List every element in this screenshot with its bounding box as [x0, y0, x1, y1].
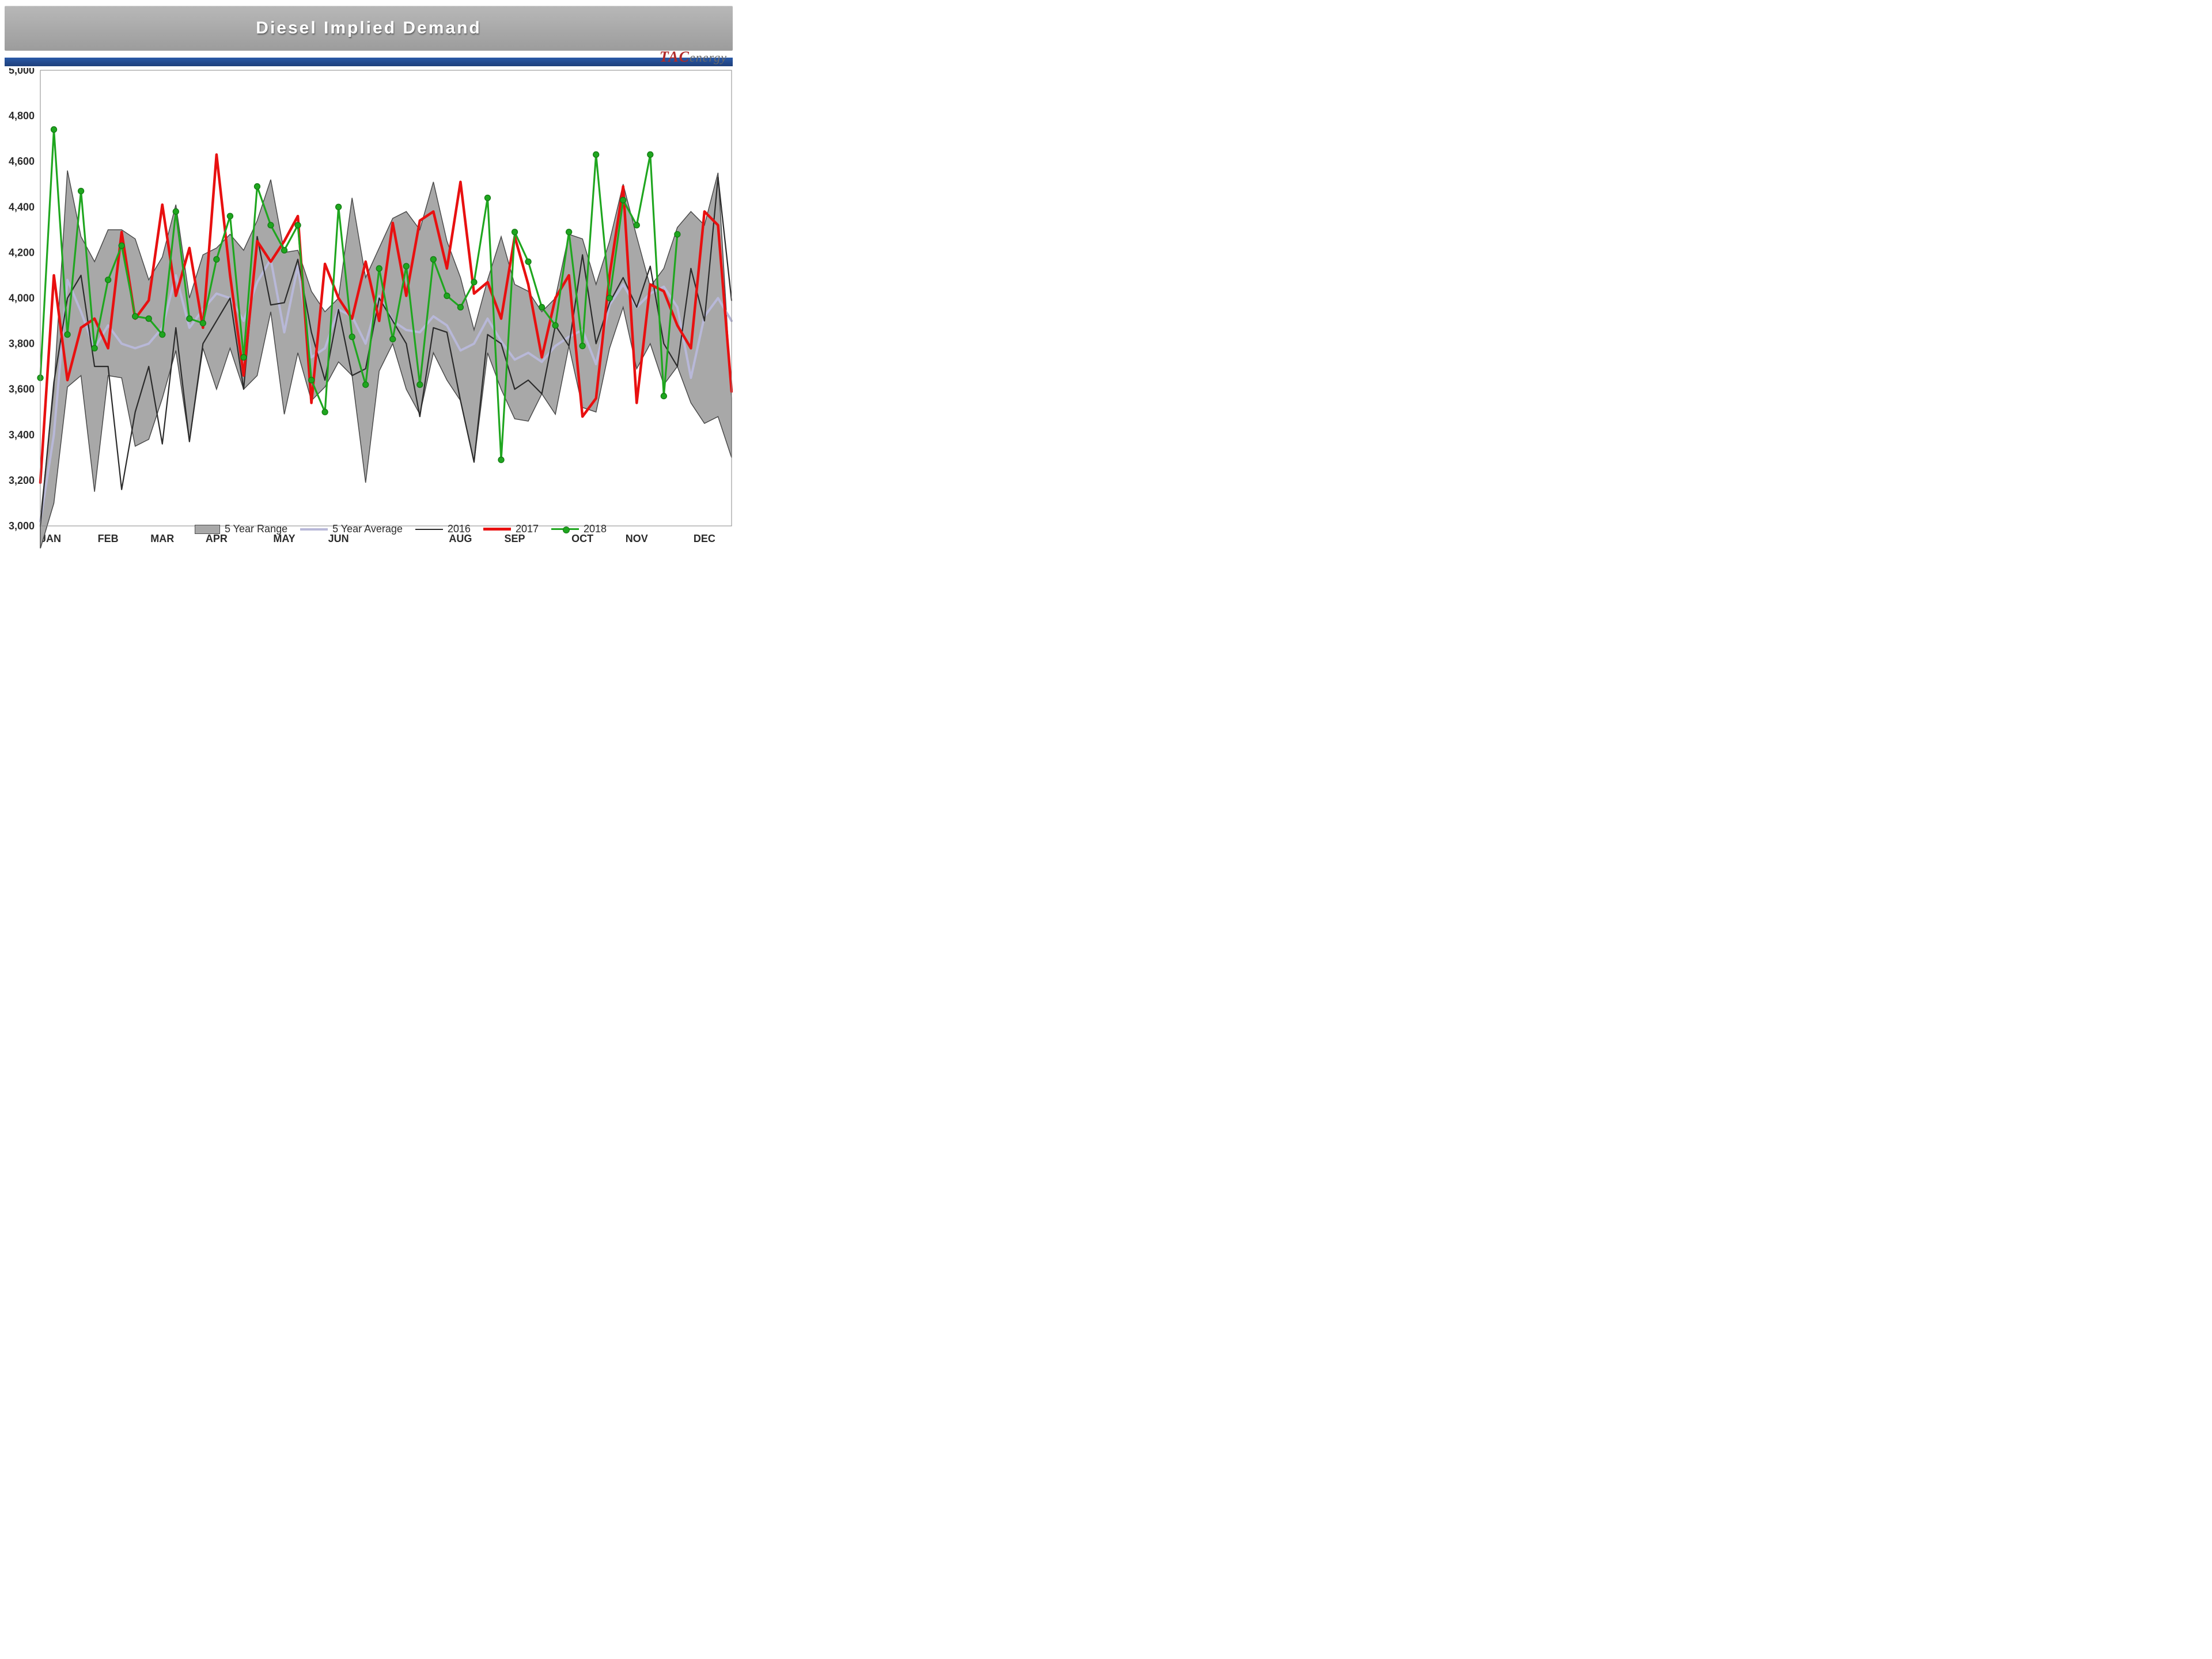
- series-2018-marker: [349, 334, 355, 340]
- series-2018-marker: [227, 213, 233, 219]
- series-2018-marker: [484, 195, 490, 200]
- legend-swatch-y2016: [415, 529, 443, 530]
- accent-strip: [5, 58, 733, 66]
- series-2018-marker: [512, 229, 518, 235]
- legend: 5 Year Range 5 Year Average 2016 2017 2018: [195, 523, 607, 535]
- chart-area: 3,000 3,200 3,400 3,600 3,800 4,000 4,200 4,400…: [5, 68, 733, 548]
- series-2018-marker: [363, 382, 369, 388]
- brand-logo: TACenergy: [660, 48, 727, 66]
- legend-item-y2017: 2017: [483, 523, 539, 535]
- series-2018-marker: [254, 184, 260, 190]
- series-2018-marker: [282, 247, 287, 253]
- x-tick-label: FEB: [98, 533, 119, 544]
- series-2018-marker: [376, 266, 382, 271]
- logo-tac: TAC: [660, 48, 690, 65]
- chart-page: Diesel Implied Demand TACenergy 3,000 3,2…: [0, 0, 737, 553]
- y-tick-label: 3,400: [9, 429, 35, 441]
- series-2018-marker: [187, 316, 192, 321]
- series-2018-marker: [607, 296, 612, 301]
- series-2018-marker: [160, 332, 165, 338]
- series-2018-marker: [173, 209, 179, 214]
- legend-item-range: 5 Year Range: [195, 523, 287, 535]
- series-2018-marker: [566, 229, 572, 235]
- legend-label: 2017: [516, 523, 539, 535]
- chart-title: Diesel Implied Demand: [256, 18, 481, 38]
- series-2018-marker: [200, 320, 206, 326]
- y-tick-label: 3,000: [9, 520, 35, 532]
- series-2018-marker: [579, 343, 585, 349]
- legend-label: 5 Year Average: [332, 523, 403, 535]
- legend-swatch-y2017: [483, 528, 511, 531]
- series-2018-marker: [498, 457, 504, 463]
- x-tick-label: DEC: [694, 533, 715, 544]
- legend-item-y2016: 2016: [415, 523, 471, 535]
- series-2018-marker: [336, 204, 342, 210]
- series-2018-marker: [92, 346, 97, 351]
- series-2018-marker: [295, 222, 301, 228]
- y-tick-label: 4,000: [9, 293, 35, 304]
- x-tick-label: MAR: [150, 533, 174, 544]
- series-2018-marker: [132, 313, 138, 319]
- series-2018-marker: [268, 222, 274, 228]
- series-2018-marker: [620, 197, 626, 203]
- legend-swatch-y2018: [551, 528, 579, 530]
- y-tick-label: 4,200: [9, 247, 35, 258]
- x-tick-label: NOV: [626, 533, 648, 544]
- y-tick-label: 5,000: [9, 68, 35, 76]
- y-tick-label: 3,800: [9, 338, 35, 350]
- series-2018-marker: [403, 263, 409, 269]
- series-2018-marker: [105, 277, 111, 283]
- series-2018-marker: [78, 188, 84, 194]
- series-2018-marker: [593, 151, 599, 157]
- legend-label: 5 Year Range: [225, 523, 287, 535]
- series-2018-marker: [647, 151, 653, 157]
- series-2018-marker: [322, 409, 328, 415]
- series-2018-marker: [119, 243, 124, 249]
- series-2018-marker: [525, 259, 531, 264]
- series-2018-marker: [390, 336, 396, 342]
- series-2018-marker: [552, 323, 558, 328]
- series-2018-marker: [417, 382, 423, 388]
- legend-label: 2018: [584, 523, 607, 535]
- y-tick-label: 3,200: [9, 475, 35, 486]
- y-tick-label: 4,600: [9, 156, 35, 167]
- series-2018-marker: [430, 256, 436, 262]
- legend-label: 2016: [448, 523, 471, 535]
- legend-item-avg: 5 Year Average: [300, 523, 403, 535]
- series-2018-marker: [661, 393, 666, 399]
- line-chart: 3,000 3,200 3,400 3,600 3,800 4,000 4,200 4,400…: [5, 68, 733, 548]
- series-2018-marker: [146, 316, 151, 321]
- logo-energy: energy: [690, 50, 727, 65]
- series-2018-marker: [65, 332, 70, 338]
- series-2018-marker: [444, 293, 450, 299]
- y-tick-label: 4,400: [9, 201, 35, 213]
- title-bar: Diesel Implied Demand: [5, 6, 733, 51]
- series-2018-marker: [309, 377, 315, 383]
- series-2018-marker: [539, 304, 545, 310]
- series-2018-marker: [241, 354, 247, 360]
- y-tick-label: 4,800: [9, 110, 35, 122]
- legend-swatch-range: [195, 525, 220, 534]
- legend-item-y2018: 2018: [551, 523, 607, 535]
- series-2018-marker: [214, 256, 219, 262]
- series-2018-marker: [471, 279, 477, 285]
- series-2018-marker: [675, 232, 680, 237]
- legend-swatch-avg: [300, 528, 328, 531]
- series-2018-marker: [634, 222, 639, 228]
- series-2018-marker: [457, 304, 463, 310]
- y-tick-label: 3,600: [9, 384, 35, 395]
- series-2018-marker: [51, 127, 57, 132]
